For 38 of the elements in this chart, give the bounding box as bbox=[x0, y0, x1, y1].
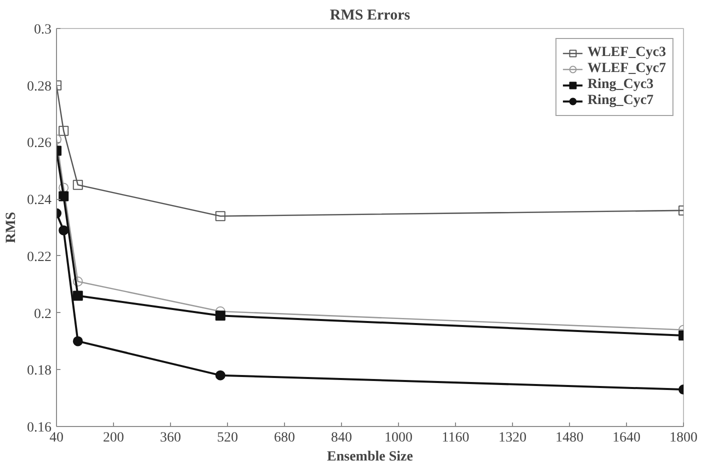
x-tick-label: 1320 bbox=[498, 430, 526, 446]
y-tick-label: 0.16 bbox=[27, 420, 52, 436]
x-tick-label: 40 bbox=[50, 430, 64, 446]
legend-label: WLEF_Cyc3 bbox=[587, 45, 666, 61]
legend-label: WLEF_Cyc7 bbox=[587, 61, 666, 77]
point bbox=[72, 290, 83, 301]
x-tick-label: 1800 bbox=[670, 430, 698, 446]
point bbox=[72, 336, 83, 346]
x-tick-label: 520 bbox=[217, 430, 238, 446]
x-tick-label: 1160 bbox=[442, 430, 470, 446]
x-tick-label: 1640 bbox=[612, 430, 640, 446]
point bbox=[215, 211, 226, 222]
y-tick-label: 0.28 bbox=[27, 79, 52, 94]
y-tick-label: 0.26 bbox=[27, 136, 52, 152]
x-tick-label: 1000 bbox=[384, 430, 412, 446]
y-tick-label: 0.24 bbox=[27, 193, 52, 208]
x-tick-label: 680 bbox=[274, 430, 295, 446]
point bbox=[215, 310, 226, 321]
point bbox=[58, 182, 69, 193]
point bbox=[215, 370, 226, 380]
legend-label: Ring_Cyc7 bbox=[587, 93, 654, 109]
x-tick-label: 840 bbox=[331, 430, 352, 446]
y-tick-label: 0.22 bbox=[27, 250, 52, 265]
point bbox=[58, 126, 69, 136]
x-tick-label: 360 bbox=[160, 430, 181, 446]
x-tick-label: 1480 bbox=[556, 430, 584, 446]
point bbox=[58, 191, 69, 202]
y-tick-label: 0.18 bbox=[27, 364, 52, 379]
y-tick-label: 0.2 bbox=[34, 306, 52, 322]
point bbox=[58, 225, 69, 236]
x-tick-label: 200 bbox=[103, 430, 124, 446]
legend-label: Ring_Cyc3 bbox=[587, 77, 654, 93]
y-axis-title: RMS bbox=[4, 212, 19, 244]
chart-title: RMS Errors bbox=[330, 8, 410, 24]
x-axis-title: Ensemble Size bbox=[327, 450, 413, 464]
point bbox=[72, 180, 83, 190]
y-tick-label: 0.3 bbox=[34, 22, 52, 38]
point bbox=[72, 276, 83, 287]
